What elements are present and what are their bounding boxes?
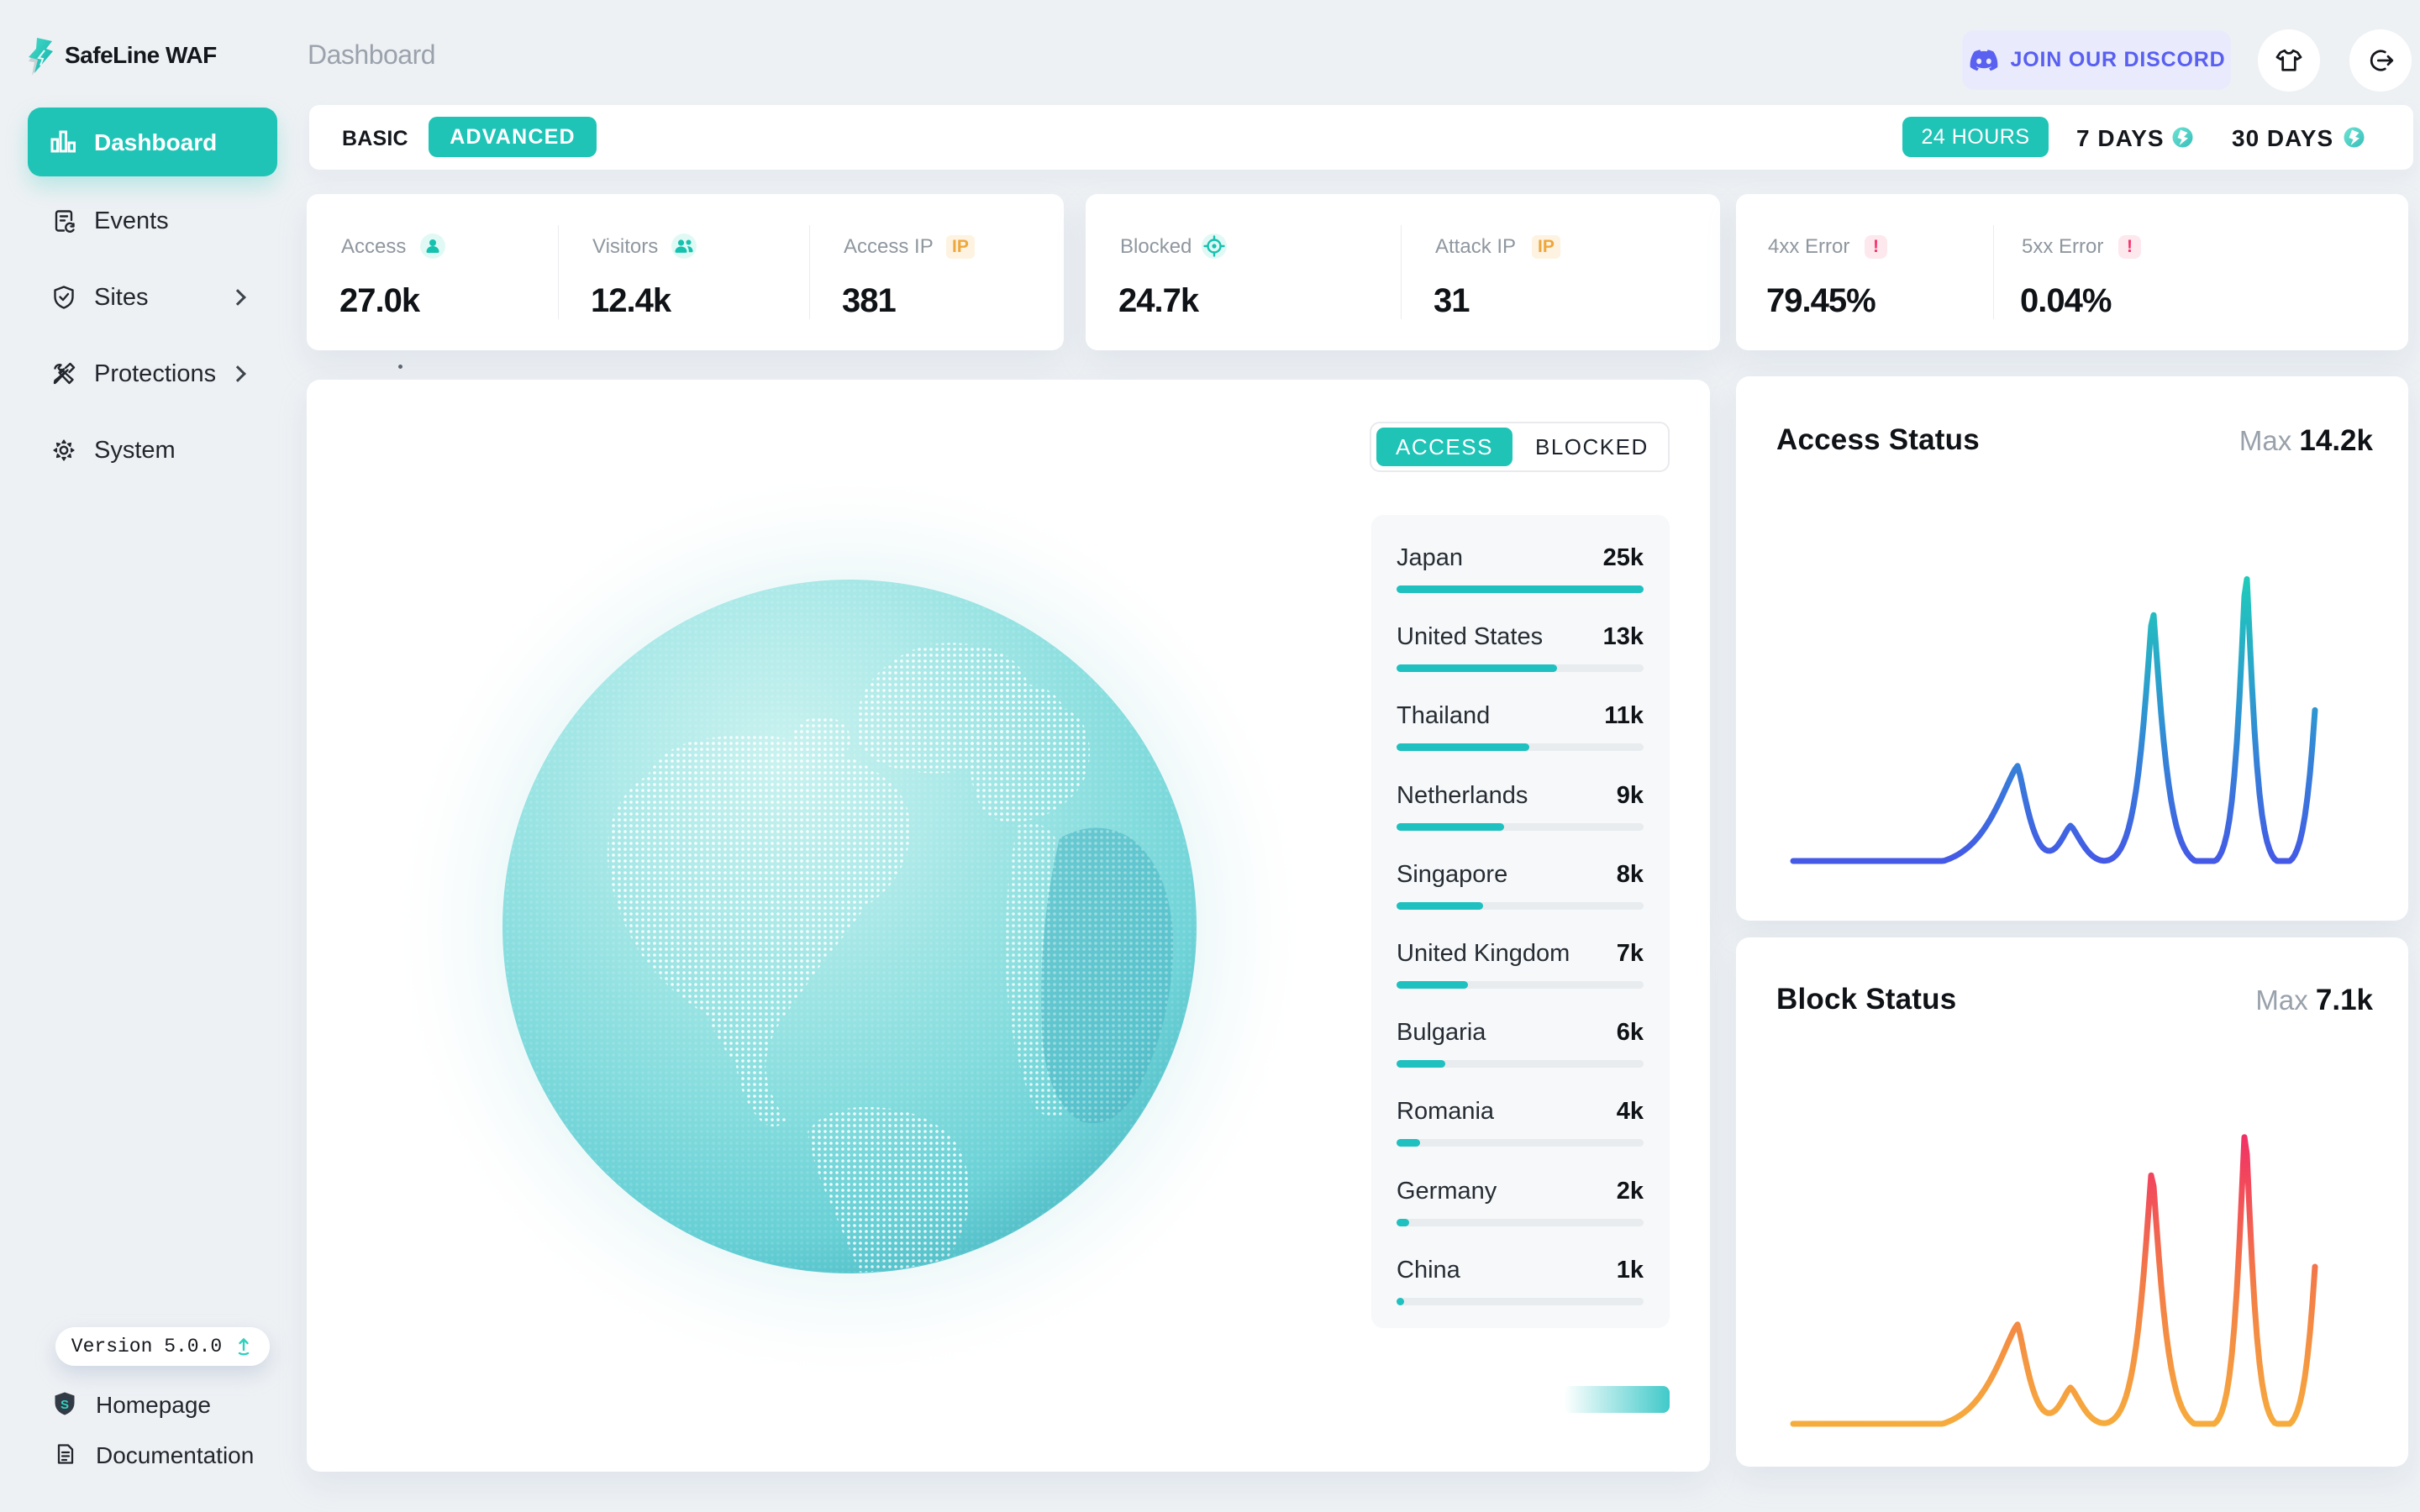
svg-text:S: S: [60, 1398, 69, 1412]
